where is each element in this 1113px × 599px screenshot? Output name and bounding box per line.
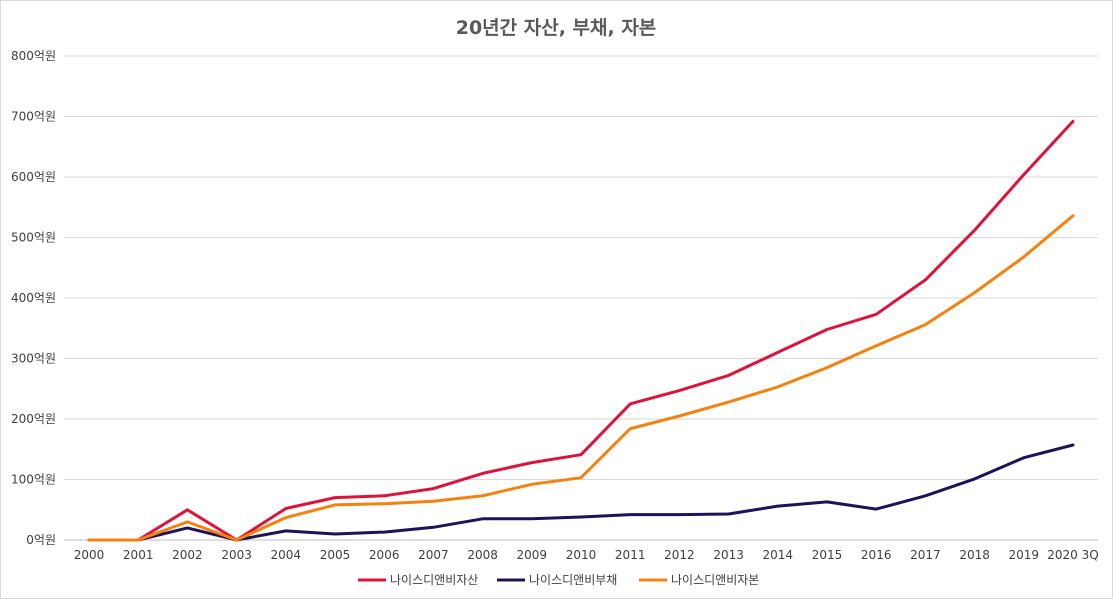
x-tick-label: 2009 [517, 548, 548, 562]
x-tick-label: 2013 [713, 548, 744, 562]
x-tick-label: 2010 [566, 548, 597, 562]
legend: 나이스디앤비자산 나이스디앤비부채 나이스디앤비자본 [358, 573, 759, 587]
x-tick-label: 2019 [1009, 548, 1040, 562]
x-tick-label: 2007 [418, 548, 449, 562]
series-lines [87, 119, 1075, 542]
x-tick-label: 2001 [123, 548, 154, 562]
x-tick-label: 2003 [221, 548, 252, 562]
chart-title: 20년간 자산, 부채, 자본 [456, 17, 657, 39]
x-tick-label: 2004 [271, 548, 302, 562]
x-tick-label: 2005 [320, 548, 351, 562]
y-tick-label: 500억원 [11, 231, 56, 245]
x-tick-label: 2012 [664, 548, 695, 562]
legend-label: 나이스디앤비자본 [671, 573, 759, 587]
gridlines [64, 55, 1098, 541]
y-tick-label: 100억원 [11, 473, 56, 487]
x-tick-label: 2020 3Q [1047, 548, 1098, 562]
x-tick-label: 2008 [467, 548, 498, 562]
y-tick-label: 700억원 [11, 110, 56, 124]
x-tick-label: 2018 [959, 548, 990, 562]
series-line-2 [87, 443, 1075, 542]
x-tick-label: 2015 [812, 548, 843, 562]
legend-label: 나이스디앤비자산 [390, 573, 478, 587]
x-tick-label: 2002 [172, 548, 203, 562]
legend-label: 나이스디앤비부채 [529, 573, 617, 587]
x-tick-label: 2000 [74, 548, 105, 562]
y-tick-label: 0억원 [26, 533, 56, 547]
series-line-1 [87, 119, 1075, 542]
x-tick-label: 2017 [910, 548, 941, 562]
y-axis-ticks: 0억원 100억원 200억원 300억원 400억원 500억원 600억원 700억원 80… [11, 49, 56, 547]
x-tick-label: 2014 [763, 548, 794, 562]
series-line-3 [87, 214, 1075, 542]
y-tick-label: 600억원 [11, 170, 56, 184]
x-axis-ticks: 2000 2001 2002 2003 2004 2005 2006 2007 2008 2009… [74, 548, 1099, 562]
x-tick-label: 2016 [861, 548, 892, 562]
x-tick-label: 2006 [369, 548, 400, 562]
y-tick-label: 300억원 [11, 352, 56, 366]
x-tick-label: 2011 [615, 548, 646, 562]
y-tick-label: 400억원 [11, 291, 56, 305]
y-tick-label: 800억원 [11, 49, 56, 63]
y-tick-label: 200억원 [11, 412, 56, 426]
